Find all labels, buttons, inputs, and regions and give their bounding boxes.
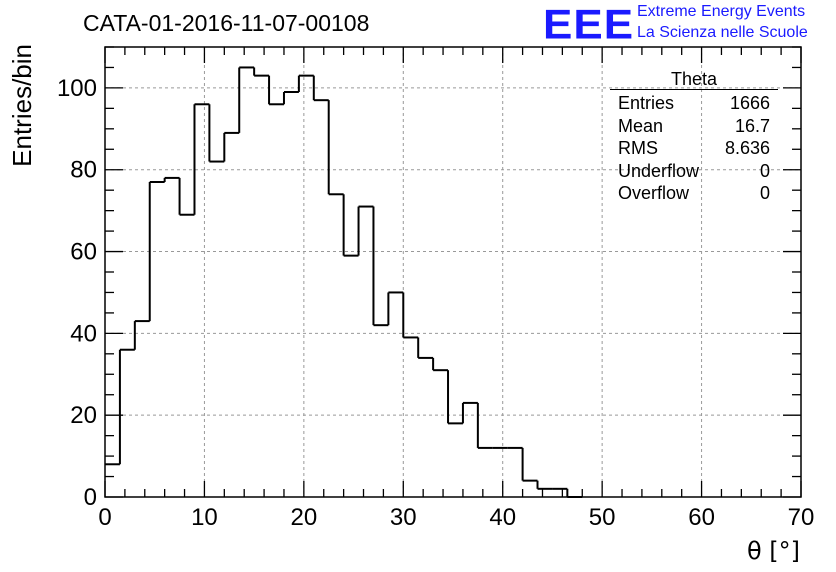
x-tick-label: 0 xyxy=(98,504,111,531)
stats-row-rms: RMS 8.636 xyxy=(610,137,778,160)
stats-label: Mean xyxy=(618,115,664,136)
grid-lines xyxy=(105,47,801,497)
y-tick-label: 40 xyxy=(70,320,97,347)
stats-label: Underflow xyxy=(618,160,700,181)
stats-value: 0 xyxy=(759,183,770,203)
y-tick-label: 0 xyxy=(84,484,97,511)
stats-value: 0 xyxy=(759,160,770,181)
stats-value: 1666 xyxy=(729,93,770,113)
stats-value: 16.7 xyxy=(734,115,770,136)
stats-row-underflow: Underflow 0 xyxy=(610,160,778,183)
y-tick-label: 80 xyxy=(70,157,97,184)
x-tick-label: 30 xyxy=(390,504,417,531)
histogram-series xyxy=(105,66,583,498)
stats-value: 8.636 xyxy=(724,138,770,158)
stats-label: Overflow xyxy=(618,183,690,203)
y-tick-label: 20 xyxy=(70,402,97,429)
y-tick-label: 60 xyxy=(70,239,97,266)
stats-row-mean: Mean 16.7 xyxy=(610,115,778,138)
stats-label: Entries xyxy=(618,93,675,113)
logo-line-1: Extreme Energy Events xyxy=(637,3,806,20)
eee-logo: EEE xyxy=(543,1,635,48)
x-tick-label: 10 xyxy=(191,504,218,531)
chart-title: CATA-01-2016-11-07-00108 xyxy=(83,10,370,36)
x-tick-label: 40 xyxy=(489,504,516,531)
stats-row-entries: Entries 1666 xyxy=(610,92,778,115)
stats-label: RMS xyxy=(618,138,658,158)
logo-line-2: La Scienza nelle Scuole xyxy=(637,24,808,41)
x-tick-label: 20 xyxy=(291,504,318,531)
y-axis-label: Entries/bin xyxy=(7,44,37,167)
stats-box: Theta Entries 1666 Mean 16.7 RMS 8.636 U… xyxy=(610,70,778,205)
stats-title: Theta xyxy=(610,70,778,90)
stats-row-overflow: Overflow 0 xyxy=(610,182,778,205)
y-tick-label: 100 xyxy=(57,75,97,102)
x-tick-label: 60 xyxy=(688,504,715,531)
stats-rows: Entries 1666 Mean 16.7 RMS 8.636 Underfl… xyxy=(610,92,778,205)
x-axis-label: θ [°] xyxy=(747,537,800,565)
x-tick-label: 50 xyxy=(589,504,616,531)
tick-labels: 0 10 20 30 40 50 60 70 0 20 40 60 80 100 xyxy=(57,75,814,531)
axis-ticks xyxy=(104,46,802,498)
x-tick-label: 70 xyxy=(788,504,815,531)
